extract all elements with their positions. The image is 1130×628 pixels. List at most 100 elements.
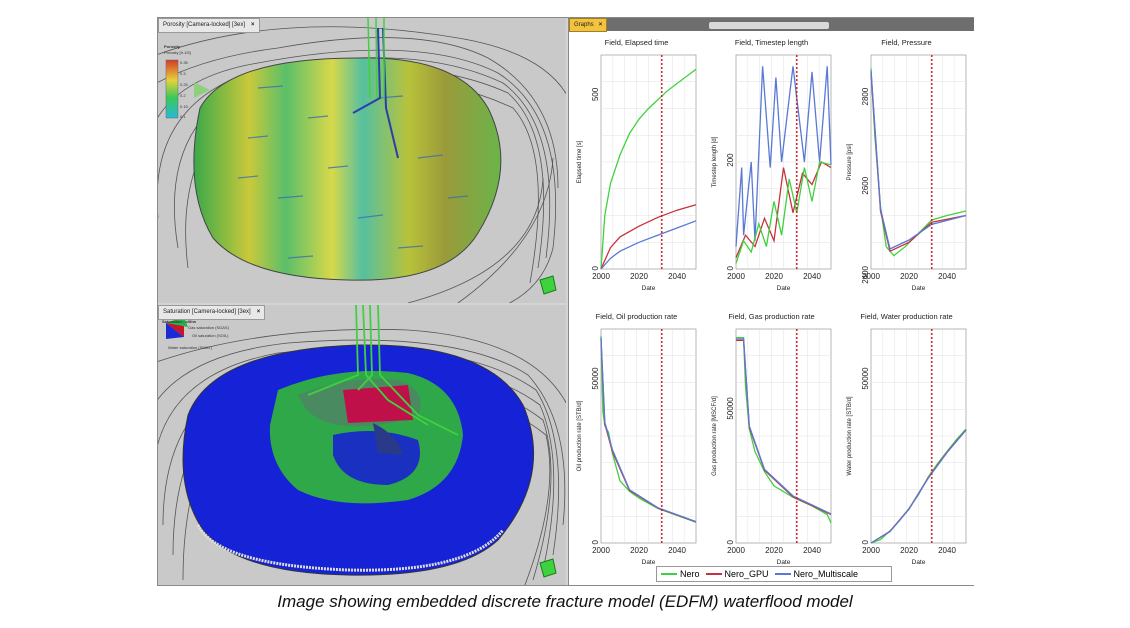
x-axis-label: Date [642,285,656,292]
series-line-nero-gpu [600,204,697,270]
series-line-nero-multiscale [870,70,967,250]
series-line-nero [600,68,697,270]
porosity-3d-viewer[interactable]: Porosity [Camera-locked] [3ex] × [158,18,566,303]
y-axis-label: Gas production rate [MSCF/d] [712,396,718,476]
series-line-nero-multiscale [735,66,832,247]
x-tick-label: 2000 [862,272,880,281]
chart-title: Field, Timestep length [735,38,808,47]
y-tick-label: 50000 [726,397,735,420]
close-icon[interactable]: × [251,22,255,28]
y-tick-label: 2800 [861,87,870,105]
colorbar-title: Porosity [164,44,181,49]
colorbar-subtitle: Porosity [fr.1/5] [164,50,191,55]
legend-label: Nero_Multiscale [793,569,859,579]
chart-4: Field, Oil production rate 2000 2020 2040 0 5… [577,312,697,566]
y-tick-label: 50000 [591,367,600,390]
y-tick-label: 2400 [861,265,870,283]
y-tick-label: 500 [591,87,600,101]
y-axis-label: Timestep length [d] [712,136,718,187]
x-tick-label: 2040 [803,546,821,555]
x-axis-label: Date [642,559,656,566]
legend-label: Nero [680,569,700,579]
colorbar-tick: 0.3 [180,71,186,76]
porosity-scene [158,18,566,303]
legend-label: Nero_GPU [724,569,769,579]
x-tick-label: 2020 [765,272,783,281]
y-tick-label: 200 [726,153,735,167]
chart-5: Field, Gas production rate 2000 2020 2040 0 5… [712,312,832,566]
legend-item-nero-gpu: Nero_GPU [705,569,769,579]
chart-2: Field, Timestep length 2000 2020 2040 0 200 Da… [712,38,832,292]
x-tick-label: 2040 [803,272,821,281]
y-tick-label: 0 [726,265,735,270]
y-axis-label: Pressure [psi] [847,143,853,180]
y-axis-label: Water production rate [STB/d] [847,396,853,475]
saturation-legend-item: Gas saturation (SGAS) [188,325,229,330]
chart-legend: Nero Nero_GPU Nero_Multiscale [656,566,892,582]
y-tick-label: 0 [861,539,870,544]
legend-item-nero: Nero [661,569,700,579]
y-axis-label: Oil production rate [STB/d] [577,400,583,471]
plots-toolbar [569,18,974,31]
colorbar-tick: 0.35 [180,60,188,65]
saturation-legend-item: Water saturation (SWAT) [168,345,213,350]
y-tick-label: 2600 [861,176,870,194]
tab-label: Saturation [Camera-locked] [3ex] [163,309,251,315]
chart-1: Field, Elapsed time 2000 2020 2040 0 500 Date E… [577,38,697,292]
chart-title: Field, Elapsed time [605,38,669,47]
series-line-nero-multiscale [736,338,832,515]
y-axis-label: Elapsed time [s] [577,140,583,183]
x-tick-label: 2000 [727,546,745,555]
tab-graphs[interactable]: Graphs × [569,18,608,32]
series-line-nero-multiscale [600,220,697,270]
x-tick-label: 2000 [727,272,745,281]
tab-saturation-viewer[interactable]: Saturation [Camera-locked] [3ex] × [158,305,266,320]
close-icon[interactable]: × [598,22,603,28]
tab-porosity-viewer[interactable]: Porosity [Camera-locked] [3ex] × [158,18,260,33]
x-tick-label: 2020 [765,546,783,555]
chart-6: Field, Water production rate 2000 2020 2040… [847,312,967,566]
x-axis-label: Date [912,285,926,292]
plots-panel: Graphs × Field, Elapsed time 2000 2020 2040 0… [568,18,974,585]
chart-title: Field, Oil production rate [596,312,678,321]
saturation-scene [158,305,566,585]
x-tick-label: 2020 [630,546,648,555]
x-tick-label: 2020 [900,546,918,555]
x-tick-label: 2000 [592,272,610,281]
legend-swatch [774,573,791,575]
chart-3: Field, Pressure 2000 2020 2040 2400 2600 2800 D… [847,38,967,292]
series-line-nero [735,161,832,264]
colorbar-tick: 0.2 [180,93,186,98]
close-icon[interactable]: × [256,309,261,315]
x-tick-label: 2040 [938,272,956,281]
x-axis-label: Date [912,559,926,566]
x-axis-label: Date [777,559,791,566]
chart-title: Field, Pressure [881,38,931,47]
figure-caption: Image showing embedded discrete fracture… [277,592,853,611]
toolbar-field [709,22,829,29]
series-line-nero-multiscale [600,337,697,523]
legend-item-nero-multiscale: Nero_Multiscale [774,569,859,579]
colorbar-tick: 0.25 [180,82,188,87]
saturation-3d-viewer[interactable]: Saturation [Camera-locked] [3ex] × Satura… [158,305,566,585]
chart-title: Field, Gas production rate [728,312,814,321]
series-line-nero [736,336,832,524]
saturation-legend-item: Oil saturation (SOIL) [192,333,229,338]
legend-swatch [661,573,677,575]
x-axis-label: Date [777,285,791,292]
legend-swatch [705,573,722,575]
y-tick-label: 0 [591,539,600,544]
y-tick-label: 0 [726,539,735,544]
colorbar-tick: 0.15 [180,104,188,109]
tab-label: Graphs [574,22,594,28]
series-line-nero-gpu [735,161,832,258]
series-line-nero-multiscale [870,429,967,544]
x-tick-label: 2020 [630,272,648,281]
x-tick-label: 2000 [592,546,610,555]
saturation-legend-title: Saturation - oilfrw [162,319,196,324]
x-tick-label: 2020 [900,272,918,281]
x-tick-label: 2040 [668,272,686,281]
x-tick-label: 2000 [862,546,880,555]
y-tick-label: 50000 [861,367,870,390]
